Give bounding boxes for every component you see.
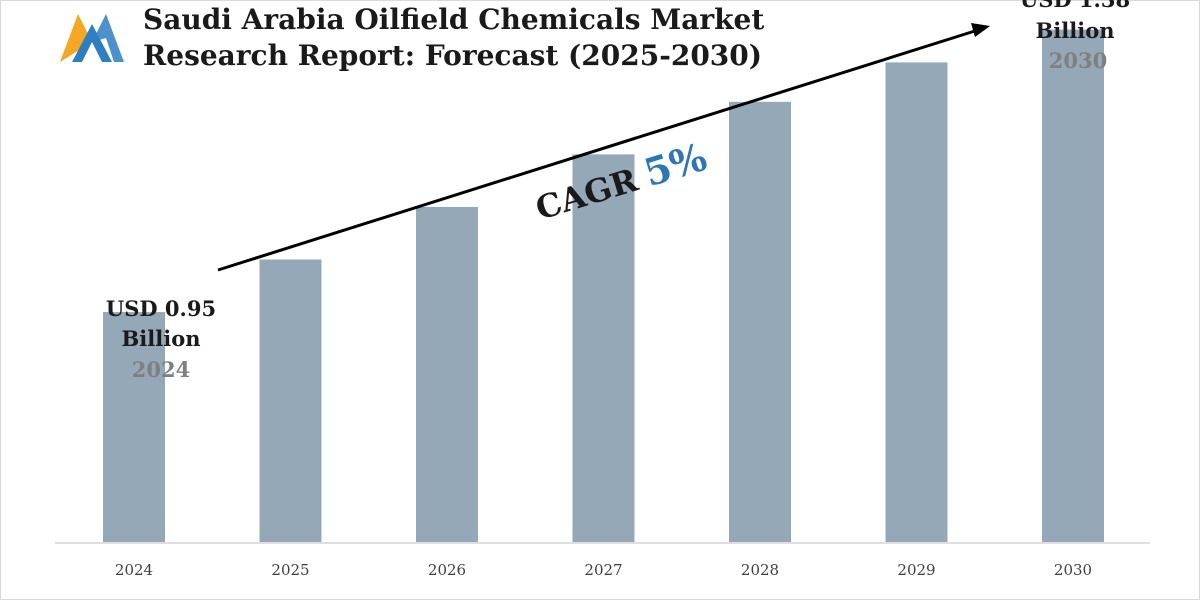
start-unit-label: Billion bbox=[122, 326, 201, 351]
trend-arrow-head bbox=[971, 23, 990, 37]
chart-title: Saudi Arabia Oilfield Chemicals Market R… bbox=[143, 2, 764, 74]
x-tick-label-2025: 2025 bbox=[271, 561, 309, 579]
end-value-label: USD 1.38 bbox=[1020, 0, 1130, 12]
bar-2025 bbox=[259, 259, 322, 542]
trend-arrow-line bbox=[217, 28, 979, 272]
x-tick-label-2027: 2027 bbox=[584, 561, 622, 579]
bar-2030 bbox=[1042, 29, 1104, 542]
x-tick-label-2028: 2028 bbox=[741, 561, 779, 579]
bar-2027 bbox=[572, 154, 635, 542]
bar-2024 bbox=[103, 312, 165, 542]
m-logo-icon bbox=[58, 8, 126, 64]
start-value-label: USD 0.95 bbox=[106, 296, 216, 321]
x-tick-labels: 2024 2025 2026 2027 2028 2029 2030 bbox=[115, 561, 1092, 579]
bar-2026 bbox=[416, 206, 478, 543]
x-tick-label-2024: 2024 bbox=[115, 561, 153, 579]
cagr-value: 5% bbox=[639, 134, 712, 195]
x-tick-label-2029: 2029 bbox=[897, 561, 935, 579]
end-unit-label: Billion bbox=[1036, 18, 1115, 43]
bar-2028 bbox=[729, 101, 791, 543]
chart-title-line-1: Saudi Arabia Oilfield Chemicals Market bbox=[143, 3, 765, 36]
bar-2029 bbox=[885, 62, 948, 543]
end-year-label: 2030 bbox=[1049, 48, 1107, 73]
start-year-label: 2024 bbox=[132, 357, 190, 382]
x-tick-label-2026: 2026 bbox=[428, 561, 466, 579]
bar-group bbox=[103, 29, 1104, 543]
x-tick-label-2030: 2030 bbox=[1054, 561, 1092, 579]
chart-title-line-2: Research Report: Forecast (2025-2030) bbox=[143, 39, 763, 72]
